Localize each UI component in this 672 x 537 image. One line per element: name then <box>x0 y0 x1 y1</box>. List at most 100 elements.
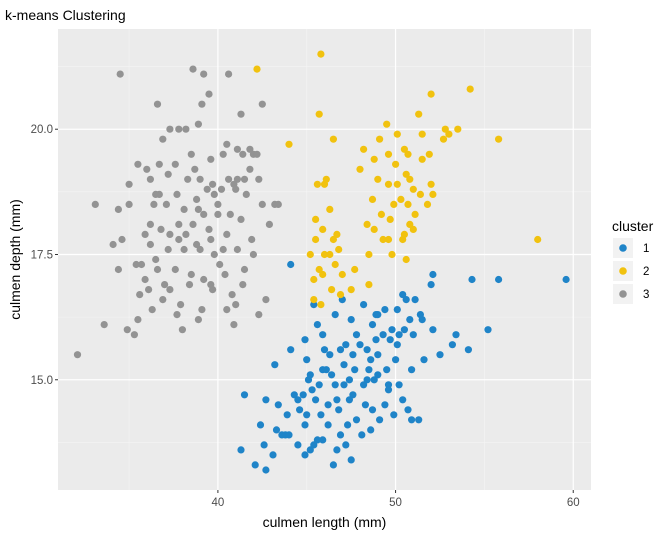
data-point-cluster-1 <box>384 381 393 389</box>
data-point-cluster-2 <box>393 180 401 188</box>
data-point-cluster-2 <box>285 140 293 148</box>
data-point-cluster-2 <box>370 225 378 233</box>
data-point-cluster-3 <box>182 230 190 238</box>
data-point-cluster-1 <box>319 436 327 444</box>
data-point-cluster-2 <box>310 296 318 304</box>
data-point-cluster-1 <box>301 336 309 344</box>
data-point-cluster-2 <box>416 190 424 198</box>
data-point-cluster-2 <box>409 225 417 233</box>
data-point-cluster-1 <box>294 396 302 404</box>
data-point-cluster-1 <box>344 421 352 429</box>
data-point-cluster-3 <box>240 175 249 183</box>
data-point-cluster-1 <box>386 336 394 344</box>
data-point-cluster-1 <box>313 321 321 329</box>
data-point-cluster-1 <box>365 366 373 374</box>
data-point-cluster-1 <box>429 270 437 279</box>
data-point-cluster-3 <box>239 281 247 289</box>
data-point-cluster-3 <box>152 190 160 198</box>
data-point-cluster-1 <box>296 406 304 414</box>
legend-label: 2 <box>643 266 649 278</box>
data-point-cluster-3 <box>198 306 206 314</box>
data-point-cluster-1 <box>336 346 345 354</box>
data-point-cluster-3 <box>91 200 99 208</box>
data-point-cluster-3 <box>116 70 124 78</box>
data-point-cluster-3 <box>216 260 224 269</box>
data-point-cluster-1 <box>352 331 361 339</box>
data-point-cluster-3 <box>193 195 201 203</box>
data-point-cluster-2 <box>365 281 373 289</box>
data-point-cluster-3 <box>258 200 266 208</box>
data-point-cluster-1 <box>313 436 321 444</box>
data-point-cluster-2 <box>370 155 378 163</box>
data-point-cluster-3 <box>240 265 249 274</box>
data-point-cluster-3 <box>225 175 233 183</box>
data-point-cluster-1 <box>283 411 291 419</box>
data-point-cluster-1 <box>395 331 403 339</box>
data-point-cluster-3 <box>180 205 188 213</box>
data-point-cluster-3 <box>136 291 144 299</box>
data-point-cluster-3 <box>191 165 199 173</box>
data-point-cluster-3 <box>184 175 192 183</box>
data-point-cluster-3 <box>255 175 263 183</box>
data-point-cluster-2 <box>365 250 373 259</box>
data-point-cluster-2 <box>319 270 327 279</box>
data-point-cluster-2 <box>404 150 412 158</box>
data-point-cluster-1 <box>367 356 375 364</box>
data-point-cluster-1 <box>335 406 343 414</box>
data-point-cluster-3 <box>159 296 167 304</box>
data-point-cluster-1 <box>271 361 279 369</box>
data-point-cluster-3 <box>200 70 208 78</box>
data-point-cluster-2 <box>404 200 412 208</box>
data-point-cluster-1 <box>393 306 401 314</box>
data-point-cluster-2 <box>335 245 343 254</box>
data-point-cluster-1 <box>390 411 398 419</box>
data-point-cluster-1 <box>285 431 293 439</box>
data-point-cluster-2 <box>377 210 385 218</box>
data-point-cluster-1 <box>303 411 311 419</box>
x-tick-label: 60 <box>567 497 580 509</box>
data-point-cluster-2 <box>384 150 393 158</box>
data-point-cluster-1 <box>360 301 368 309</box>
data-point-cluster-3 <box>239 150 247 158</box>
data-point-cluster-1 <box>381 401 389 409</box>
data-point-cluster-1 <box>272 426 281 434</box>
data-point-cluster-3 <box>237 110 245 118</box>
data-point-cluster-3 <box>207 155 215 163</box>
data-point-cluster-3 <box>145 286 153 294</box>
data-point-cluster-1 <box>376 416 384 424</box>
data-point-cluster-3 <box>155 160 163 168</box>
data-point-cluster-2 <box>363 220 371 228</box>
data-point-cluster-1 <box>303 356 311 364</box>
data-point-cluster-2 <box>333 230 341 238</box>
data-point-cluster-3 <box>137 260 146 269</box>
data-point-cluster-3 <box>194 316 202 324</box>
data-point-cluster-3 <box>233 245 241 254</box>
legend-key-marker <box>619 267 627 275</box>
data-point-cluster-1 <box>361 401 369 409</box>
data-point-cluster-2 <box>338 270 346 279</box>
data-point-cluster-1 <box>333 396 341 404</box>
data-point-cluster-1 <box>420 356 428 364</box>
data-point-cluster-1 <box>372 336 380 344</box>
data-point-cluster-1 <box>418 316 426 324</box>
x-axis-ticks: 40 50 60 <box>212 490 580 509</box>
data-point-cluster-1 <box>287 260 295 269</box>
data-point-cluster-1 <box>349 351 357 359</box>
data-point-cluster-1 <box>427 281 435 289</box>
data-point-cluster-1 <box>452 331 460 339</box>
data-point-cluster-1 <box>358 431 366 439</box>
legend-title: cluster <box>612 218 654 234</box>
data-point-cluster-3 <box>125 200 133 208</box>
data-point-cluster-3 <box>207 281 215 289</box>
data-point-cluster-1 <box>408 416 416 424</box>
data-point-cluster-3 <box>226 210 234 218</box>
data-point-cluster-3 <box>153 100 162 108</box>
data-point-cluster-3 <box>262 296 270 304</box>
data-point-cluster-1 <box>306 446 314 454</box>
data-point-cluster-3 <box>166 286 174 294</box>
data-point-cluster-1 <box>347 316 355 324</box>
data-point-cluster-3 <box>265 220 273 228</box>
data-point-cluster-3 <box>180 245 188 254</box>
data-point-cluster-1 <box>329 461 337 469</box>
data-point-cluster-2 <box>393 130 401 138</box>
